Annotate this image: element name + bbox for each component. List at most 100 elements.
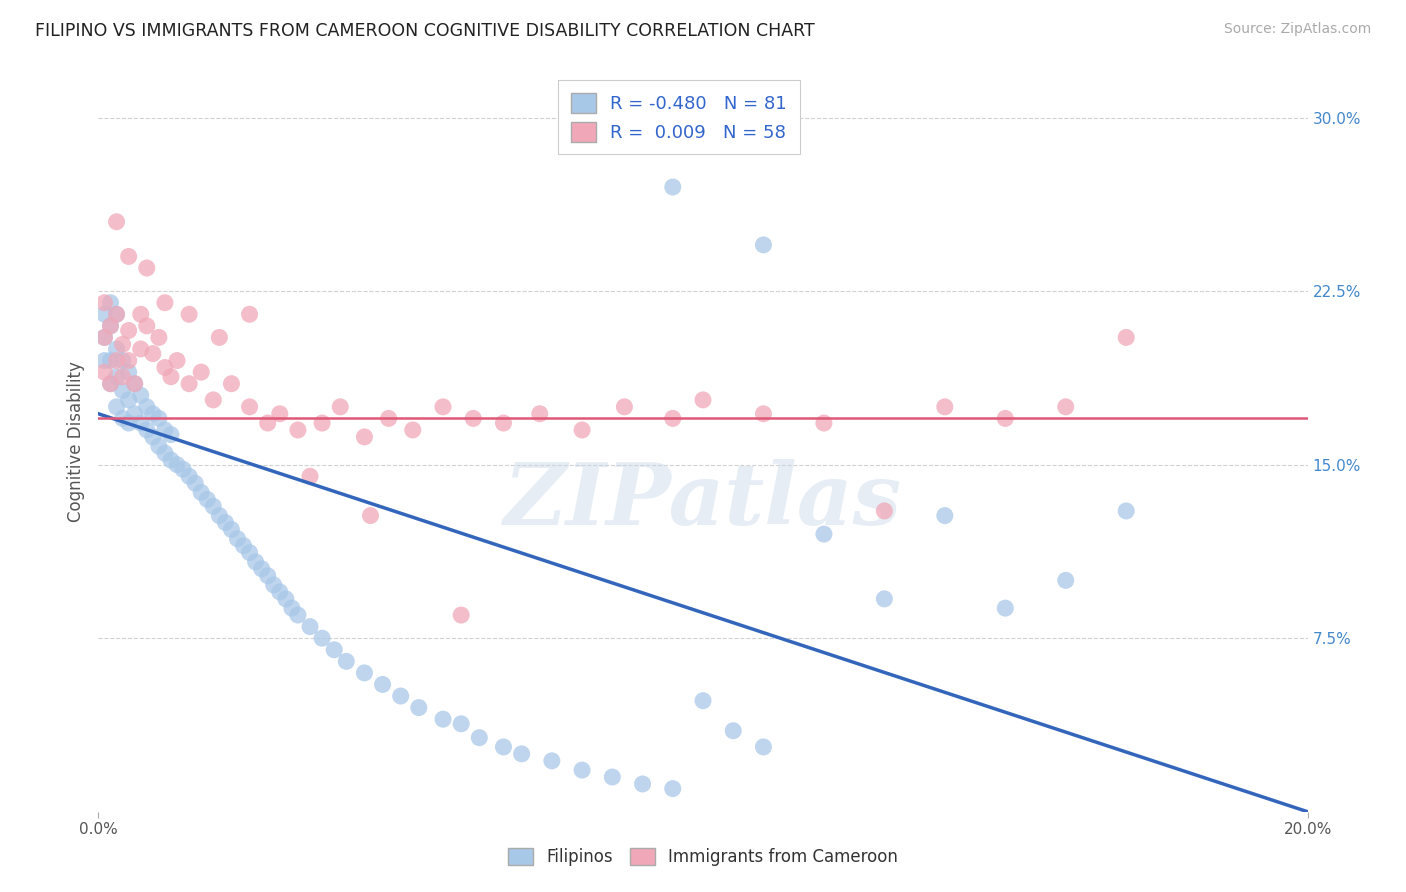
Point [692, 392, 714, 407]
Point [299, 469, 322, 483]
Point [661, 411, 683, 425]
Point [389, 689, 412, 703]
Point [135, 400, 157, 414]
Point [166, 458, 188, 472]
Point [226, 532, 249, 546]
Point [994, 411, 1017, 425]
Point [129, 307, 152, 321]
Point [408, 700, 430, 714]
Text: ZIPatlas: ZIPatlas [503, 459, 903, 542]
Point [135, 423, 157, 437]
Point [256, 568, 278, 582]
Point [124, 407, 146, 421]
Point [118, 365, 141, 379]
Point [250, 562, 273, 576]
Point [510, 747, 533, 761]
Point [160, 369, 183, 384]
Point [160, 427, 183, 442]
Point [111, 337, 134, 351]
Point [153, 446, 176, 460]
Point [752, 407, 775, 421]
Point [100, 318, 122, 333]
Point [752, 739, 775, 754]
Point [190, 485, 212, 500]
Point [432, 400, 454, 414]
Point [450, 716, 472, 731]
Point [813, 527, 835, 541]
Point [166, 353, 188, 368]
Point [118, 416, 141, 430]
Point [311, 631, 333, 645]
Point [269, 585, 291, 599]
Point [377, 411, 399, 425]
Point [571, 763, 593, 777]
Point [661, 180, 683, 194]
Point [311, 416, 333, 430]
Point [214, 516, 236, 530]
Point [221, 376, 243, 391]
Point [202, 500, 225, 514]
Point [256, 416, 278, 430]
Point [93, 330, 115, 344]
Point [529, 407, 551, 421]
Point [335, 654, 357, 668]
Point [93, 295, 115, 310]
Point [93, 330, 115, 344]
Point [129, 388, 152, 402]
Point [221, 523, 243, 537]
Point [105, 307, 128, 321]
Text: Source: ZipAtlas.com: Source: ZipAtlas.com [1223, 22, 1371, 37]
Point [540, 754, 562, 768]
Point [492, 416, 515, 430]
Point [129, 342, 152, 356]
Point [148, 439, 170, 453]
Point [631, 777, 654, 791]
Point [93, 307, 115, 321]
Point [353, 430, 375, 444]
Point [93, 365, 115, 379]
Point [371, 677, 394, 691]
Point [135, 318, 157, 333]
Point [208, 330, 231, 344]
Point [105, 353, 128, 368]
Point [287, 423, 309, 437]
Point [873, 591, 896, 606]
Point [571, 423, 593, 437]
Point [100, 318, 122, 333]
Point [661, 781, 683, 796]
Point [468, 731, 491, 745]
Point [118, 324, 141, 338]
Point [105, 342, 128, 356]
Point [111, 353, 134, 368]
Point [105, 215, 128, 229]
Point [179, 376, 201, 391]
Point [190, 365, 212, 379]
Point [269, 407, 291, 421]
Point [105, 400, 128, 414]
Text: FILIPINO VS IMMIGRANTS FROM CAMEROON COGNITIVE DISABILITY CORRELATION CHART: FILIPINO VS IMMIGRANTS FROM CAMEROON COG… [35, 22, 815, 40]
Point [245, 555, 267, 569]
Point [239, 307, 262, 321]
Point [613, 400, 636, 414]
Point [124, 376, 146, 391]
Point [100, 353, 122, 368]
Point [148, 411, 170, 425]
Point [195, 492, 218, 507]
Point [1054, 574, 1077, 588]
Point [402, 423, 425, 437]
Point [239, 400, 262, 414]
Point [492, 739, 515, 754]
Point [111, 411, 134, 425]
Point [263, 578, 285, 592]
Point [723, 723, 745, 738]
Point [752, 238, 775, 252]
Point [135, 260, 157, 275]
Point [208, 508, 231, 523]
Point [353, 665, 375, 680]
Point [184, 476, 207, 491]
Point [172, 462, 194, 476]
Point [274, 591, 297, 606]
Point [160, 453, 183, 467]
Point [994, 601, 1017, 615]
Point [124, 376, 146, 391]
